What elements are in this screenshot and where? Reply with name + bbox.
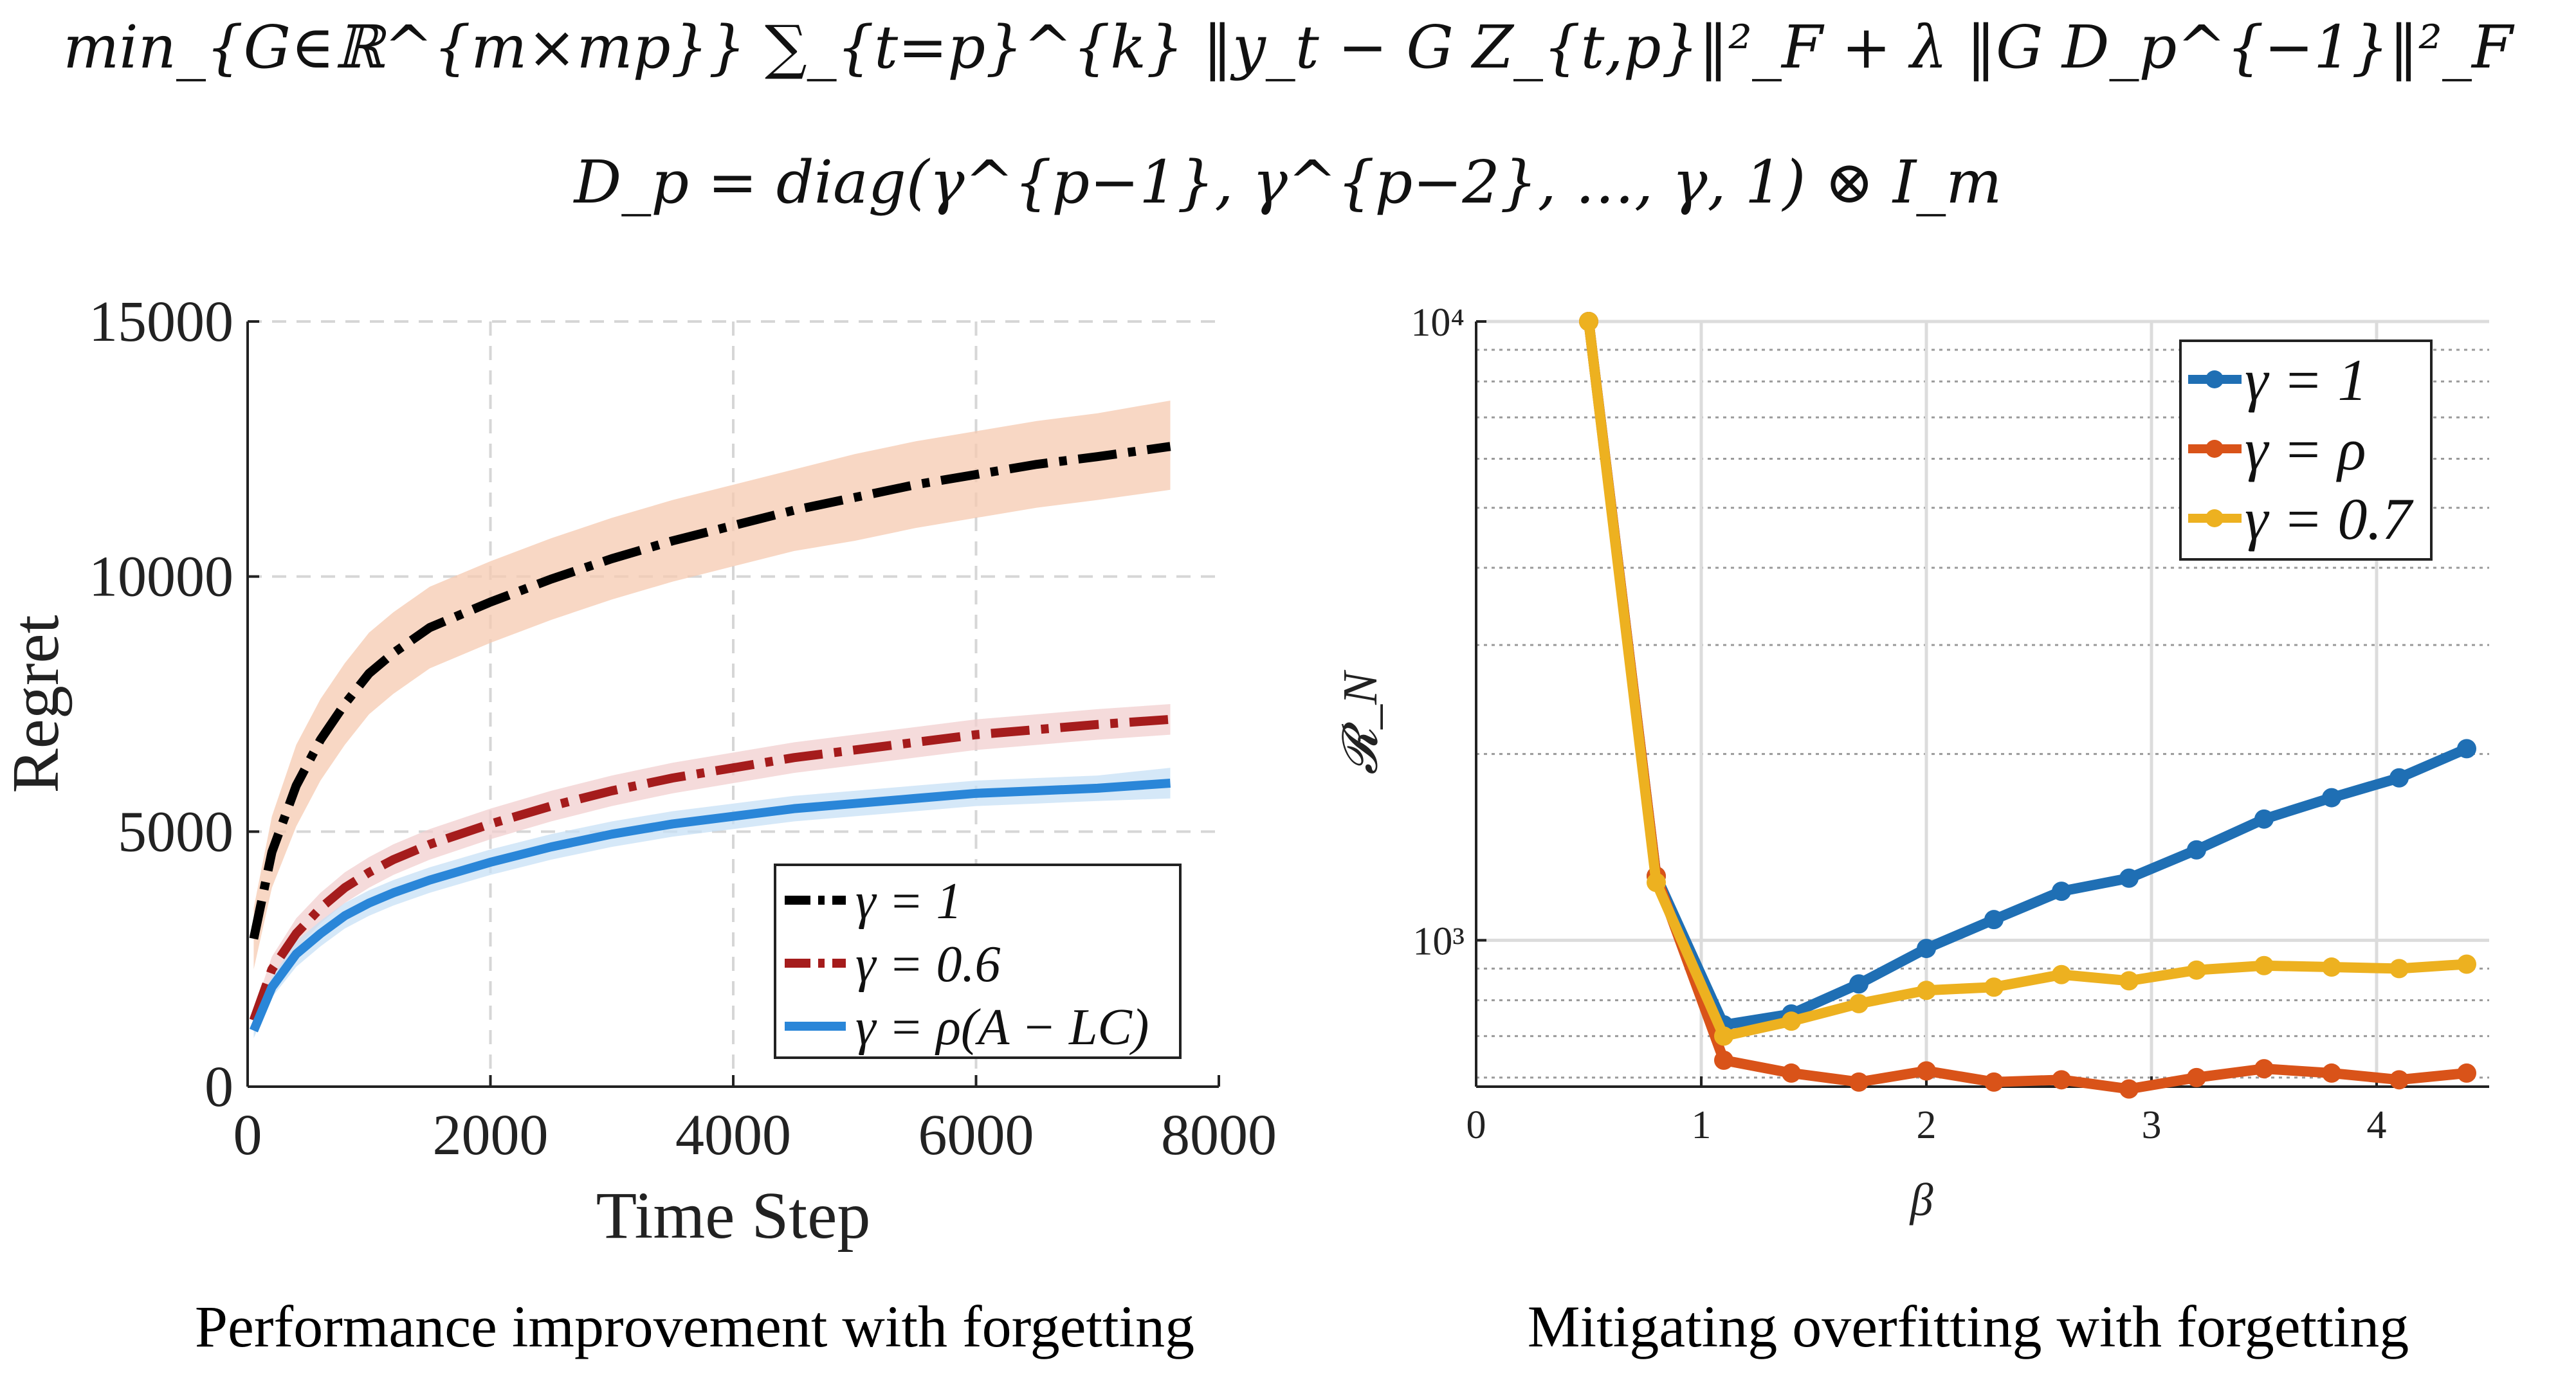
data-point: [2052, 964, 2071, 984]
data-point: [2254, 955, 2274, 975]
data-point: [2457, 1063, 2476, 1083]
data-point: [2052, 1070, 2071, 1090]
series-line: [249, 442, 1171, 940]
legend-label: γ = 1: [2245, 347, 2367, 413]
x-tick-label: 2000: [433, 1103, 549, 1167]
legend-marker: [2206, 440, 2224, 458]
x-tick-label: 1: [1692, 1103, 1712, 1147]
data-point: [2389, 959, 2409, 979]
y-tick-label: 5000: [118, 800, 233, 864]
series-line: [249, 778, 1171, 1033]
x-axis-label: Time Step: [596, 1179, 871, 1253]
data-point: [1917, 939, 1936, 959]
series-line: [1584, 321, 2467, 1094]
legend-label: γ = 0.6: [855, 936, 1001, 993]
data-point: [1782, 1063, 1801, 1083]
legend-marker: [2206, 509, 2224, 527]
y-tick-label: 0: [205, 1055, 233, 1119]
data-point: [1714, 1050, 1733, 1070]
data-point: [1984, 1072, 2004, 1092]
data-point: [1917, 981, 1936, 1000]
data-point: [1917, 1061, 1936, 1081]
left-caption: Performance improvement with forgetting: [194, 1294, 1195, 1359]
data-point: [1647, 873, 1666, 892]
x-tick-label: 0: [1466, 1103, 1486, 1147]
weighting-matrix-equation: D_p = diag(γ^{p−1}, γ^{p−2}, …, γ, 1) ⊗ …: [574, 148, 2002, 217]
data-point: [2187, 840, 2206, 860]
data-point: [2052, 882, 2071, 901]
legend-label: γ = 0.7: [2245, 486, 2414, 552]
x-tick-label: 6000: [918, 1103, 1034, 1167]
x-tick-label: 4000: [675, 1103, 791, 1167]
data-point: [2254, 809, 2274, 829]
series-line: [1584, 321, 2469, 1030]
x-tick-label: 0: [233, 1103, 262, 1167]
legend-label: γ = ρ: [2245, 417, 2366, 482]
data-point: [2457, 739, 2476, 759]
data-point: [2119, 868, 2139, 888]
overfitting-chart: 0 1 2 3 4 10³ 10⁴ β 𝓡_N γ = 1γ = ργ = 0.7: [1333, 301, 2489, 1226]
data-point: [2389, 768, 2409, 788]
confidence-band: [253, 704, 1171, 1031]
series-line: [249, 714, 1171, 1022]
y-tick-label: 15000: [89, 290, 233, 354]
x-tick-label: 8000: [1161, 1103, 1277, 1167]
y-tick-label: 10⁴: [1411, 301, 1465, 345]
objective-equation: min_{G∈ℝ^{m×mp}} ∑_{t=p}^{k} ‖y_t − G Z_…: [63, 13, 2513, 82]
x-tick-label: 3: [2142, 1103, 2162, 1147]
data-point: [1579, 312, 1598, 331]
x-tick-label: 4: [2367, 1103, 2387, 1147]
legend-label: γ = 1: [855, 873, 962, 930]
x-axis-label: β: [1909, 1174, 1933, 1226]
right-caption: Mitigating overfitting with forgetting: [1527, 1294, 2409, 1359]
data-point: [2119, 971, 2139, 991]
data-point: [2187, 960, 2206, 980]
data-point: [1782, 1011, 1801, 1031]
data-point: [1984, 977, 2004, 997]
legend-marker: [2206, 370, 2224, 388]
y-axis-label: 𝓡_N: [1333, 669, 1387, 775]
data-point: [1849, 1072, 1868, 1092]
data-point: [2254, 1059, 2274, 1079]
data-point: [1714, 1026, 1733, 1046]
data-point: [1849, 974, 1868, 994]
data-point: [2322, 957, 2341, 977]
data-point: [1849, 993, 1868, 1013]
y-tick-label: 10³: [1412, 919, 1465, 963]
y-axis-label: Regret: [0, 615, 73, 793]
data-point: [2322, 1063, 2341, 1083]
data-point: [2389, 1070, 2409, 1090]
x-tick-label: 2: [1917, 1103, 1937, 1147]
data-point: [1984, 910, 2004, 930]
data-point: [2322, 788, 2341, 808]
data-point: [2457, 954, 2476, 974]
series-line: [1584, 321, 2467, 1042]
data-point: [2119, 1079, 2139, 1099]
regret-chart: 0 2000 4000 6000 8000 0 5000 10000 15000 Time Ste…: [0, 290, 1277, 1253]
data-point: [2187, 1067, 2206, 1087]
legend-label: γ = ρ(A − LC): [855, 999, 1149, 1056]
y-tick-label: 10000: [89, 545, 233, 609]
